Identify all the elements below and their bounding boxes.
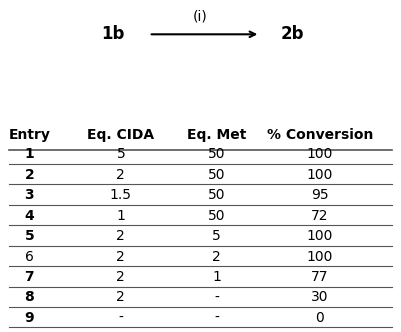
Text: 4: 4 [24,209,34,223]
Text: 1: 1 [212,270,221,284]
Text: 50: 50 [208,209,225,223]
Text: 50: 50 [208,168,225,182]
Text: 72: 72 [311,209,329,223]
Text: Eq. Met: Eq. Met [187,128,246,142]
Text: 100: 100 [307,250,333,264]
Text: 2: 2 [116,290,125,304]
Text: 100: 100 [307,147,333,161]
Text: 1b: 1b [101,25,125,43]
Text: 2: 2 [116,168,125,182]
Text: 2: 2 [116,270,125,284]
Text: 9: 9 [24,311,34,325]
Text: 5: 5 [24,229,34,243]
Text: -: - [118,311,123,325]
Text: 7: 7 [24,270,34,284]
Text: 5: 5 [212,229,221,243]
Text: 2: 2 [116,250,125,264]
Text: 95: 95 [311,188,329,202]
Text: 1: 1 [24,147,34,161]
Text: 50: 50 [208,147,225,161]
Text: 2: 2 [116,229,125,243]
Text: Entry: Entry [8,128,50,142]
Text: 100: 100 [307,168,333,182]
Text: (i): (i) [193,9,208,23]
Text: % Conversion: % Conversion [267,128,373,142]
Text: 5: 5 [116,147,125,161]
Text: 30: 30 [311,290,329,304]
Text: 8: 8 [24,290,34,304]
Text: 77: 77 [311,270,329,284]
Text: 2: 2 [24,168,34,182]
Text: Eq. CIDA: Eq. CIDA [87,128,154,142]
Text: 2: 2 [212,250,221,264]
Text: -: - [214,290,219,304]
Text: 1: 1 [116,209,125,223]
Text: 100: 100 [307,229,333,243]
Text: 0: 0 [316,311,324,325]
Text: -: - [214,311,219,325]
Text: 1.5: 1.5 [110,188,132,202]
Text: 50: 50 [208,188,225,202]
Text: 6: 6 [25,250,34,264]
Text: 2b: 2b [280,25,304,43]
Text: 3: 3 [24,188,34,202]
